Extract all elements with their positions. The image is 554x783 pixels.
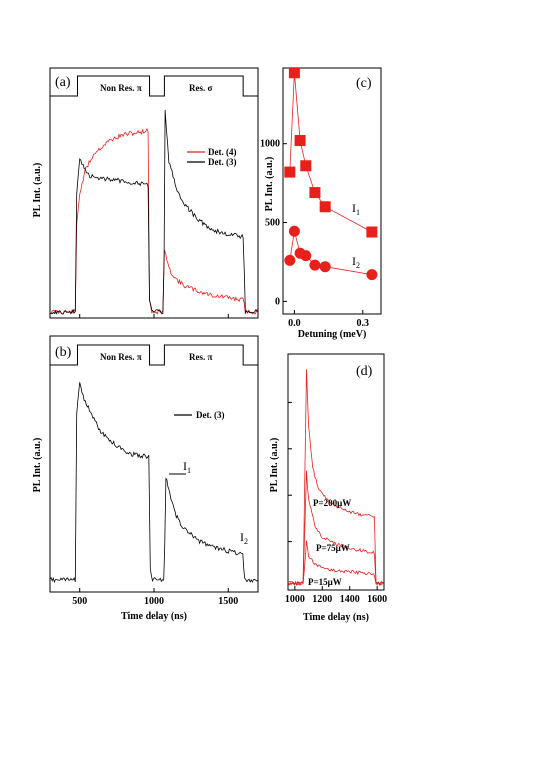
- panel-d-frame: [287, 353, 385, 591]
- panel-b-label: (b): [55, 345, 72, 360]
- panel-d-ylabel: PL Int. (a.u.): [269, 438, 280, 493]
- panel-c-frame: [282, 67, 382, 315]
- panel-c: 0.0 0.3 0 500 1000 (c) PL Int. (a.u.) Detuni…: [260, 67, 382, 340]
- panel-c-point-i1: [366, 226, 378, 238]
- panel-b-xlabel: Time delay (ns): [121, 611, 187, 622]
- panel-a-frame: [49, 67, 259, 319]
- panel-c-ytick-label: 500: [265, 218, 280, 229]
- panel-c-point-i1: [284, 166, 296, 178]
- panel-b-xtick-label: 1500: [218, 596, 238, 607]
- panel-d-xtick-label: 1000: [285, 594, 305, 605]
- legend-det4: Det. (4): [208, 147, 237, 157]
- panel-c-point-i2: [300, 250, 312, 262]
- panel-b-xtick-label: 500: [72, 596, 87, 607]
- panel-d-series-p15: [287, 540, 385, 586]
- panel-a-pulse-label-2: Res. σ: [189, 83, 212, 93]
- panel-b-pulse-label-2: Res. π: [189, 352, 212, 362]
- panel-b-frame: [49, 335, 259, 593]
- panel-c-point-i1: [294, 135, 306, 147]
- panel-c-xlabel: Detuning (meV): [298, 329, 367, 340]
- legend-b-det3: Det. (3): [196, 410, 225, 420]
- annotation-i1: I1: [183, 459, 191, 475]
- panel-c-point-i1: [300, 160, 312, 172]
- panel-c-xtick-label: 0.3: [357, 318, 370, 329]
- panel-a-series-det4: [49, 127, 259, 315]
- panel-a-ylabel: PL Int. (a.u.): [32, 163, 43, 218]
- panel-d-label: (d): [356, 364, 373, 379]
- label-i1: I1: [352, 201, 360, 217]
- panel-c-ylabel: PL Int. (a.u.): [264, 157, 275, 212]
- panel-d-series-p75: [287, 470, 385, 586]
- panel-b-ylabel: PL Int. (a.u.): [32, 438, 43, 493]
- label-p15: P=15μW: [308, 577, 342, 587]
- panel-a-pulse-label-1: Non Res. π: [100, 83, 142, 93]
- panel-b-series-det3: [49, 382, 259, 584]
- panel-b-pulse-label-1: Non Res. π: [100, 352, 142, 362]
- panel-c-point-i2: [319, 261, 331, 273]
- panel-d-xtick-label: 1600: [367, 594, 387, 605]
- panel-d-xlabel: Time delay (ns): [303, 612, 369, 623]
- panel-c-point-i2: [366, 269, 378, 281]
- legend-det3: Det. (3): [208, 157, 237, 167]
- panel-a-pulse-sequence: [50, 75, 258, 97]
- panel-c-point-i2: [288, 225, 300, 237]
- panel-c-ytick-label: 0: [275, 296, 280, 307]
- panel-b: 500 1000 1500 (b) Non Res. π Res. π PL Int…: [32, 335, 259, 622]
- panel-d: 1000 1200 1400 1600 (d) PL Int. (a.u.) Time…: [269, 353, 387, 623]
- panel-c-point-i2: [309, 259, 321, 271]
- panel-c-point-i2: [284, 254, 296, 266]
- annotation-i2: I2: [240, 530, 248, 546]
- label-i2: I2: [352, 254, 360, 270]
- panel-c-point-i1: [288, 67, 300, 79]
- panel-a-label: (a): [55, 75, 71, 90]
- panel-d-xtick-label: 1400: [340, 594, 360, 605]
- label-p75: P=75μW: [316, 543, 350, 553]
- panel-b-pulse-sequence: [50, 344, 258, 366]
- panel-a: (a) Non Res. π Res. σ PL Int. (a.u.) Det…: [32, 67, 259, 319]
- panel-a-legend: Det. (4) Det. (3): [187, 147, 237, 167]
- panel-d-xtick-label: 1200: [312, 594, 332, 605]
- panel-c-point-i1: [309, 187, 321, 199]
- panel-b-xtick-label: 1000: [144, 596, 164, 607]
- panel-c-point-i1: [319, 201, 331, 213]
- panel-c-label: (c): [356, 76, 372, 91]
- panel-b-legend: Det. (3): [174, 410, 225, 420]
- label-p200: P=200μW: [313, 498, 351, 508]
- panel-c-xtick-label: 0.0: [288, 318, 301, 329]
- panel-a-series-det3: [49, 109, 259, 315]
- panel-c-ytick-label: 1000: [260, 139, 280, 150]
